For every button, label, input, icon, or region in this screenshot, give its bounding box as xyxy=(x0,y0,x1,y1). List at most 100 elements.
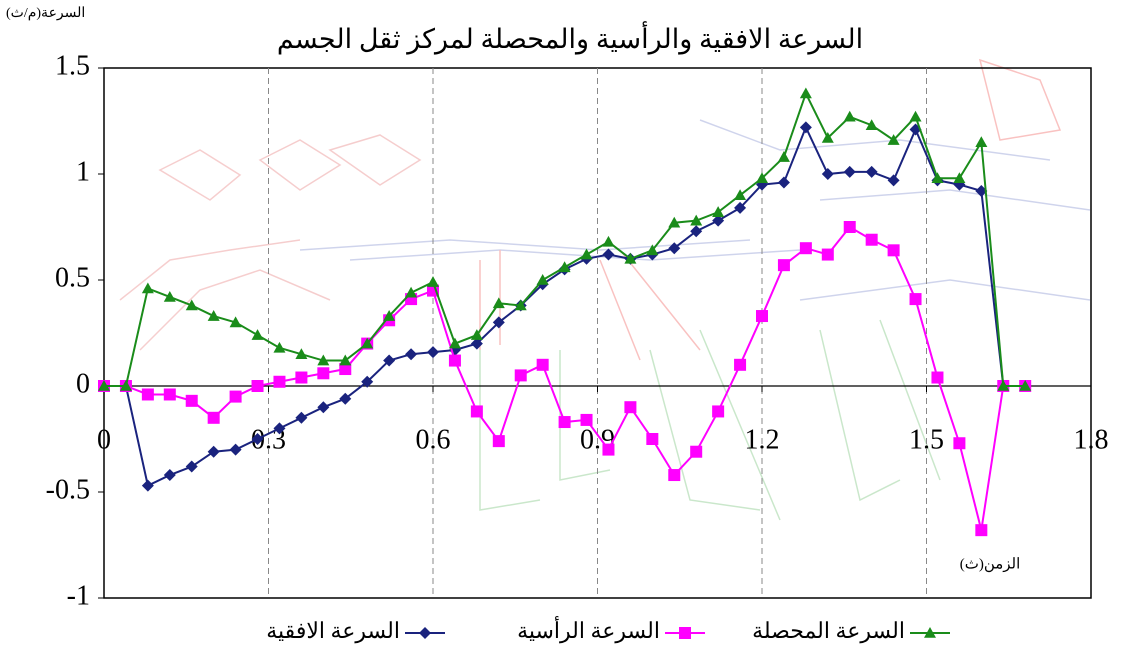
data-point xyxy=(141,282,154,294)
data-point xyxy=(690,214,703,226)
data-point xyxy=(712,405,725,418)
data-point xyxy=(975,524,988,537)
data-point xyxy=(339,392,352,405)
data-point xyxy=(295,411,308,424)
x-axis-label: الزمن(ث) xyxy=(960,556,1021,572)
data-point xyxy=(229,390,242,403)
background-figure xyxy=(119,134,422,351)
data-point xyxy=(712,206,725,217)
data-point xyxy=(361,337,374,349)
data-point xyxy=(931,371,944,384)
data-point xyxy=(427,276,439,287)
data-point xyxy=(383,354,396,367)
data-point xyxy=(909,293,922,306)
x-tick-label: 1.8 xyxy=(1074,424,1109,455)
chart-title: السرعة الافقية والرأسية والمحصلة لمركز ث… xyxy=(277,21,863,55)
data-point xyxy=(273,341,286,353)
data-point xyxy=(997,380,1010,391)
data-point xyxy=(975,136,988,147)
data-point xyxy=(646,244,659,256)
data-point xyxy=(734,201,747,214)
y-tick-label: 0.5 xyxy=(55,262,90,293)
data-point xyxy=(536,274,549,285)
data-point xyxy=(690,225,703,238)
data-point xyxy=(185,299,198,311)
data-point xyxy=(229,316,242,328)
series-line xyxy=(104,90,1026,387)
data-point xyxy=(317,367,330,380)
data-point xyxy=(98,380,110,391)
data-point xyxy=(185,394,198,407)
data-point xyxy=(865,119,878,131)
data-point xyxy=(405,286,418,298)
data-point xyxy=(405,348,418,361)
data-point xyxy=(756,310,768,323)
y-tick-label: -1 xyxy=(67,580,90,611)
data-point xyxy=(492,297,505,309)
data-point xyxy=(580,248,593,260)
data-point xyxy=(383,310,396,321)
data-point xyxy=(163,290,176,302)
data-point xyxy=(843,110,856,122)
data-point xyxy=(514,299,527,311)
legend-marker xyxy=(924,627,936,638)
data-point xyxy=(602,235,615,247)
data-point xyxy=(777,151,790,162)
data-point xyxy=(668,242,681,255)
data-point xyxy=(975,184,988,197)
data-point xyxy=(251,329,264,340)
data-point xyxy=(470,405,483,418)
data-point xyxy=(141,388,154,401)
data-point xyxy=(821,131,834,143)
data-point xyxy=(690,445,703,458)
series-line xyxy=(104,124,1026,488)
data-point xyxy=(887,244,900,257)
data-point xyxy=(821,168,834,180)
background-figure xyxy=(479,58,1062,361)
data-point xyxy=(646,433,659,445)
data-point xyxy=(141,479,154,492)
data-point xyxy=(777,176,790,189)
data-point xyxy=(734,189,747,200)
data-point xyxy=(492,316,505,329)
legend-marker xyxy=(679,627,691,639)
data-point xyxy=(317,401,330,414)
data-point xyxy=(317,354,330,366)
data-point xyxy=(756,172,768,184)
data-point xyxy=(295,371,308,384)
data-point xyxy=(427,346,439,359)
data-point xyxy=(843,165,856,178)
data-point xyxy=(119,380,132,391)
data-point xyxy=(865,233,878,246)
data-point xyxy=(229,443,242,456)
data-point xyxy=(865,165,878,178)
data-point xyxy=(799,121,812,134)
legend-label: السرعة المحصلة xyxy=(752,618,905,644)
data-point xyxy=(558,416,571,429)
x-tick-label: 0 xyxy=(97,424,111,455)
legend-label: السرعة الرأسية xyxy=(517,615,660,644)
data-point xyxy=(624,252,637,264)
data-point xyxy=(953,437,966,450)
data-point xyxy=(668,216,681,228)
data-point xyxy=(492,435,505,448)
data-point xyxy=(251,380,264,392)
data-point xyxy=(251,433,264,445)
data-point xyxy=(339,354,352,366)
data-point xyxy=(448,337,461,349)
data-point xyxy=(734,358,747,371)
legend-label: السرعة الافقية xyxy=(266,618,400,644)
data-point xyxy=(295,348,308,359)
data-point xyxy=(361,375,374,388)
data-point xyxy=(931,172,944,184)
data-point xyxy=(843,221,856,233)
data-point xyxy=(821,248,834,261)
data-point xyxy=(536,358,549,371)
data-point xyxy=(799,242,812,255)
data-point xyxy=(514,369,527,382)
data-point xyxy=(887,134,900,145)
data-point xyxy=(558,261,571,273)
y-tick-label: 0 xyxy=(76,368,90,399)
